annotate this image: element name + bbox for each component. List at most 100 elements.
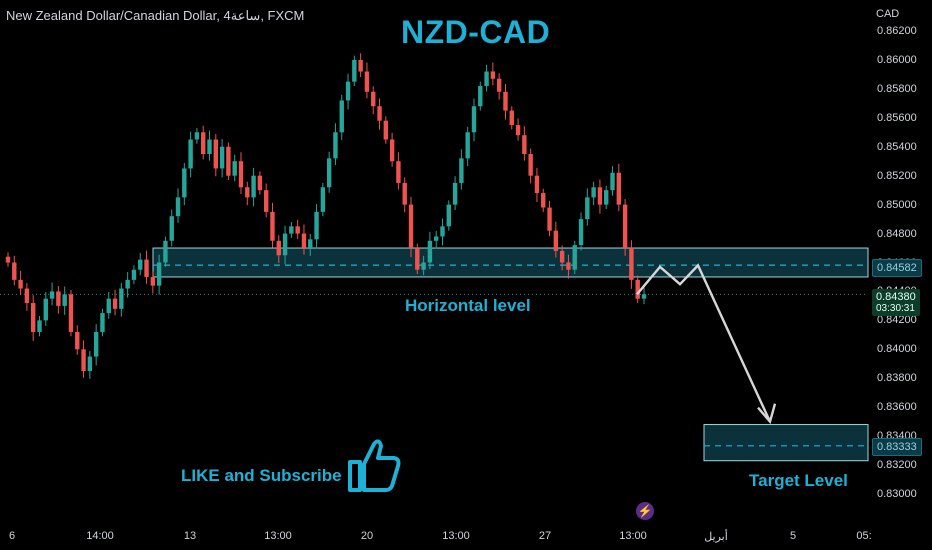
candle-body bbox=[528, 153, 533, 176]
x-tick-label: 20 bbox=[360, 530, 374, 542]
candle-body bbox=[62, 294, 67, 306]
candle-body bbox=[622, 204, 628, 249]
candle-body bbox=[182, 168, 187, 198]
candle-body bbox=[270, 211, 275, 241]
currency-label: CAD bbox=[876, 8, 900, 20]
projection-arrowhead bbox=[757, 403, 777, 425]
candle-body bbox=[276, 240, 281, 256]
candle-body bbox=[364, 71, 370, 92]
candle-body bbox=[440, 226, 445, 237]
y-tick-label: 0.86200 bbox=[877, 25, 917, 37]
candle-body bbox=[509, 110, 514, 126]
candle-body bbox=[12, 262, 17, 280]
candle-body bbox=[68, 294, 74, 332]
candle-body bbox=[238, 161, 244, 188]
x-tick-label: 05: bbox=[856, 530, 872, 542]
candle-body bbox=[163, 240, 168, 263]
candle-body bbox=[201, 132, 206, 154]
candle-body bbox=[566, 262, 571, 270]
candle-body bbox=[459, 158, 464, 183]
chart-title: NZD-CAD bbox=[401, 14, 551, 50]
candle-body bbox=[314, 211, 319, 240]
candle-body bbox=[207, 139, 212, 154]
candle-body bbox=[81, 349, 86, 372]
like-subscribe-label: LIKE and Subscribe bbox=[181, 466, 342, 485]
candle-body bbox=[263, 190, 269, 212]
candle-body bbox=[257, 175, 263, 191]
candle-body bbox=[30, 303, 36, 332]
candle-body bbox=[604, 190, 609, 205]
x-tick-label: 13:00 bbox=[264, 530, 292, 542]
y-tick-label: 0.83600 bbox=[877, 401, 917, 414]
candle-body bbox=[496, 78, 502, 92]
projection-path bbox=[636, 263, 772, 423]
candle-body bbox=[245, 187, 250, 198]
bar-countdown: 03:30:31 bbox=[876, 303, 915, 314]
candle-body bbox=[87, 356, 93, 372]
candle-body bbox=[591, 187, 596, 198]
y-tick-label: 0.85600 bbox=[877, 111, 917, 124]
candle-body bbox=[150, 276, 156, 286]
candle-body bbox=[585, 197, 590, 220]
candle-body bbox=[5, 256, 11, 263]
current-price-badge: 0.84380 03:30:31 bbox=[872, 289, 920, 316]
candle-body bbox=[301, 233, 307, 249]
candle-body bbox=[610, 172, 615, 191]
candle-body bbox=[541, 193, 546, 208]
y-tick-label: 0.84800 bbox=[877, 227, 917, 240]
candle-body bbox=[377, 106, 382, 121]
candle-body bbox=[75, 331, 80, 350]
candle-body bbox=[93, 331, 99, 357]
candle-body bbox=[471, 106, 477, 133]
candle-body bbox=[144, 259, 149, 277]
candle-body bbox=[358, 59, 363, 72]
y-tick-label: 0.84000 bbox=[877, 343, 917, 356]
candle-body bbox=[629, 248, 634, 280]
candle-body bbox=[138, 259, 143, 270]
y-tick-label: 0.85000 bbox=[877, 198, 917, 211]
candle-body bbox=[383, 120, 389, 140]
candle-body bbox=[371, 91, 376, 107]
candle-body bbox=[226, 146, 231, 176]
lightning-icon[interactable]: ⚡ bbox=[636, 502, 654, 520]
candle-body bbox=[402, 182, 407, 205]
candle-body bbox=[194, 132, 200, 140]
candle-body bbox=[616, 172, 622, 205]
candle-body bbox=[106, 298, 111, 314]
horizontal-zone bbox=[152, 247, 869, 278]
candle-body bbox=[43, 298, 48, 321]
y-tick-label: 0.85800 bbox=[877, 82, 917, 95]
candle-body bbox=[427, 240, 433, 263]
candle-body bbox=[490, 71, 496, 79]
candle-body bbox=[452, 182, 458, 205]
x-tick-label: أبريل bbox=[704, 531, 728, 543]
y-tick-label: 0.83000 bbox=[877, 488, 917, 500]
candle-body bbox=[169, 216, 174, 241]
y-tick-label: 0.83800 bbox=[877, 372, 917, 385]
candle-body bbox=[339, 100, 344, 133]
candle-body bbox=[188, 139, 193, 169]
candle-body bbox=[547, 207, 552, 231]
x-tick-label: 6 bbox=[8, 530, 16, 542]
x-tick-label: 27 bbox=[538, 530, 552, 542]
candle-body bbox=[503, 91, 508, 111]
candle-body bbox=[308, 239, 313, 249]
candle-body bbox=[559, 250, 565, 263]
candle-body bbox=[156, 262, 162, 286]
candle-body bbox=[421, 262, 426, 270]
candle-body bbox=[282, 233, 288, 256]
thumbs-up-icon bbox=[348, 439, 401, 492]
candle-body bbox=[289, 226, 294, 234]
candle-body bbox=[635, 279, 640, 299]
candle-body bbox=[219, 146, 225, 169]
target-level-badge: 0.83333 bbox=[872, 438, 922, 456]
x-tick-label: 13:00 bbox=[442, 530, 470, 542]
candle-body bbox=[37, 320, 42, 332]
candle-body bbox=[465, 132, 470, 159]
candle-body bbox=[213, 139, 219, 169]
candle-body bbox=[119, 288, 124, 309]
candle-body bbox=[553, 230, 559, 251]
candle-body bbox=[408, 204, 414, 249]
